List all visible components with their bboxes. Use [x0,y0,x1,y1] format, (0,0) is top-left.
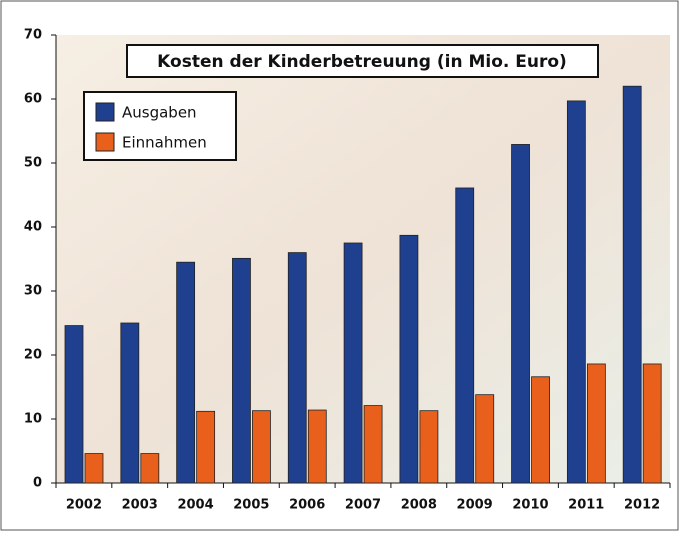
bar [85,454,103,483]
x-tick-label: 2009 [457,498,493,513]
bar [288,253,306,483]
bar [456,188,474,483]
bar [567,101,585,483]
bar [232,258,250,483]
legend-label: Ausgaben [122,104,197,122]
bar [420,411,438,483]
bar [364,406,382,483]
bar [623,86,641,483]
x-tick-label: 2005 [233,498,269,513]
bar [308,410,326,483]
bar [197,411,215,483]
y-tick-label: 20 [24,348,42,363]
bar [177,262,195,483]
bar [400,235,418,483]
bar [65,326,83,483]
bar [344,243,362,483]
bar [643,364,661,483]
bar [532,377,550,483]
y-tick-label: 10 [24,412,42,427]
x-tick-label: 2003 [122,498,158,513]
chart-title: Kosten der Kinderbetreuung (in Mio. Euro… [157,52,567,72]
bar [476,395,494,483]
x-tick-label: 2012 [624,498,660,513]
legend-swatch [96,133,114,151]
x-tick-label: 2006 [289,498,325,513]
bar [587,364,605,483]
y-tick-label: 50 [24,156,42,171]
x-tick-label: 2008 [401,498,437,513]
x-tick-label: 2010 [512,498,548,513]
chart: Ausgaben Einnahmen 0 10 20 30 40 50 60 70 2002 200… [0,0,679,531]
legend-label: Einnahmen [122,134,207,152]
y-tick-label: 40 [24,220,42,235]
bar [141,454,159,483]
x-tick-label: 2002 [66,498,102,513]
bar [121,323,139,483]
y-tick-label: 70 [24,28,42,43]
legend-swatch [96,103,114,121]
y-tick-label: 30 [24,284,42,299]
legend: Ausgaben Einnahmen [84,92,236,160]
x-tick-label: 2004 [177,498,213,513]
x-tick-label: 2007 [345,498,381,513]
bar [512,144,530,483]
x-tick-label: 2011 [568,498,604,513]
y-tick-label: 60 [24,92,42,107]
y-tick-label: 0 [33,476,42,491]
bar [252,411,270,483]
